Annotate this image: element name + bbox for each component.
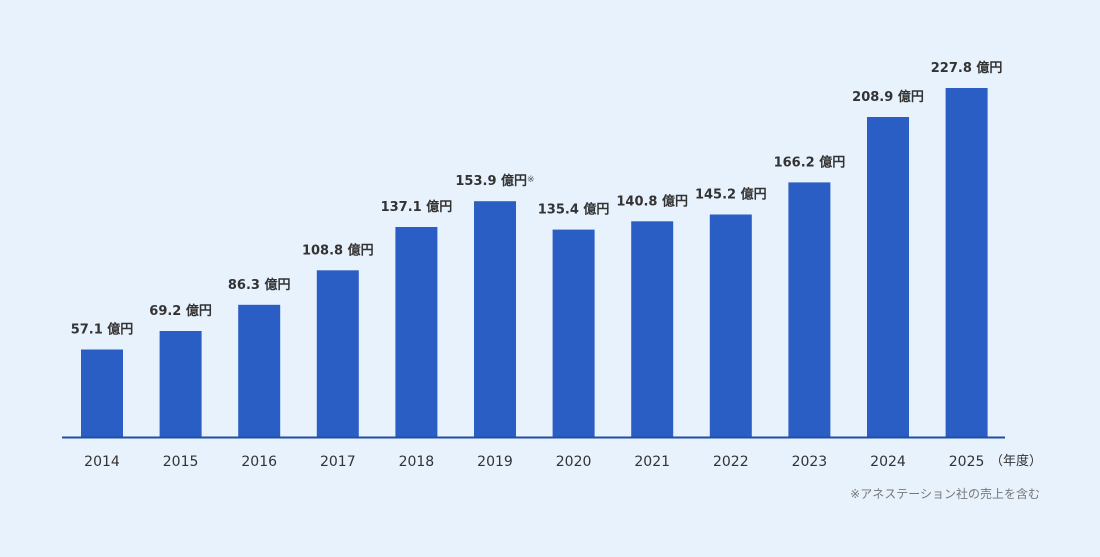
bar-2015 — [159, 331, 202, 437]
data-label-2019: 153.9 億円※ — [455, 173, 534, 189]
data-label-2025: 227.8 億円 — [931, 60, 1003, 76]
x-tick-label-group: 2014 2015 2016 2017 2018 2019 2020 2021 2022 2023… — [84, 454, 984, 470]
x-tick-2019: 2019 — [477, 454, 513, 470]
bar-label-group: 57.1 億円 69.2 億円 86.3 億円 108.8 億円 137.1 億円153… — [71, 60, 1003, 338]
bar-group — [81, 88, 988, 437]
x-tick-2018: 2018 — [399, 454, 435, 470]
x-tick-2021: 2021 — [634, 454, 670, 470]
bar-2021 — [631, 221, 674, 437]
data-label-2014: 57.1 億円 — [71, 322, 134, 338]
footnote: ※アネステーション社の売上を含む — [850, 486, 1040, 501]
data-label-2016: 86.3 億円 — [228, 277, 291, 293]
data-label-2021: 140.8 億円 — [616, 193, 688, 209]
bar-2023 — [788, 182, 831, 437]
annotation-mark: ※ — [527, 175, 535, 185]
bar-2017 — [316, 270, 359, 437]
data-label-2023: 166.2 億円 — [774, 154, 846, 170]
x-tick-2015: 2015 — [163, 454, 199, 470]
data-label-2022: 145.2 億円 — [695, 187, 767, 203]
bar-2016 — [238, 304, 281, 437]
data-label-2020: 135.4 億円 — [538, 202, 610, 218]
data-label-2018: 137.1 億円 — [381, 199, 453, 215]
bar-2022 — [709, 214, 752, 437]
x-tick-2014: 2014 — [84, 454, 120, 470]
bar-2018 — [395, 227, 438, 437]
x-axis-unit-label: （年度） — [990, 453, 1042, 469]
bar-2024 — [867, 117, 909, 437]
bar-2014 — [81, 349, 123, 437]
data-label-2017: 108.8 億円 — [302, 242, 374, 258]
data-label-2015: 69.2 億円 — [149, 303, 212, 319]
x-tick-2016: 2016 — [241, 454, 277, 470]
x-tick-2022: 2022 — [713, 454, 749, 470]
x-tick-2023: 2023 — [792, 454, 828, 470]
x-tick-2025: 2025 — [949, 454, 985, 470]
x-tick-2017: 2017 — [320, 454, 356, 470]
data-label-2024: 208.9 億円 — [852, 89, 924, 105]
bar-2025 — [945, 88, 988, 437]
bar-2019 — [474, 201, 516, 437]
x-tick-2024: 2024 — [870, 454, 906, 470]
bar-2020 — [552, 229, 595, 437]
x-tick-2020: 2020 — [556, 454, 592, 470]
